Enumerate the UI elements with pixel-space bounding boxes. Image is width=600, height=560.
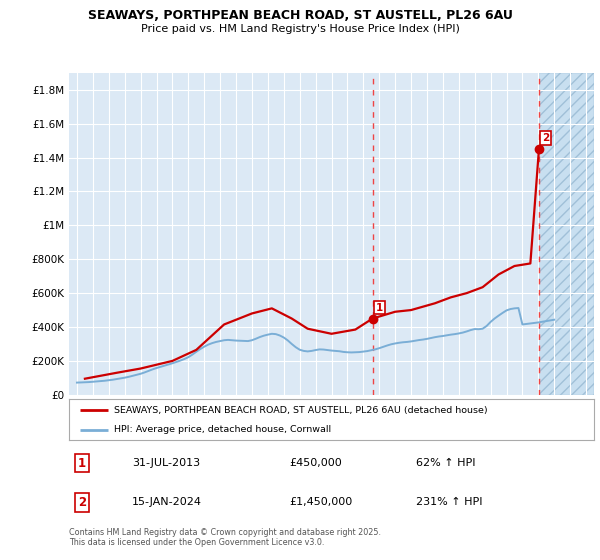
Text: £1,450,000: £1,450,000 (290, 497, 353, 507)
Text: £450,000: £450,000 (290, 458, 342, 468)
Text: SEAWAYS, PORTHPEAN BEACH ROAD, ST AUSTELL, PL26 6AU: SEAWAYS, PORTHPEAN BEACH ROAD, ST AUSTEL… (88, 9, 512, 22)
Text: 31-JUL-2013: 31-JUL-2013 (132, 458, 200, 468)
Text: 2: 2 (78, 496, 86, 509)
Text: SEAWAYS, PORTHPEAN BEACH ROAD, ST AUSTELL, PL26 6AU (detached house): SEAWAYS, PORTHPEAN BEACH ROAD, ST AUSTEL… (113, 405, 487, 414)
Text: 1: 1 (376, 302, 383, 312)
Text: 231% ↑ HPI: 231% ↑ HPI (415, 497, 482, 507)
Text: Contains HM Land Registry data © Crown copyright and database right 2025.
This d: Contains HM Land Registry data © Crown c… (69, 528, 381, 547)
Text: HPI: Average price, detached house, Cornwall: HPI: Average price, detached house, Corn… (113, 425, 331, 434)
Text: 15-JAN-2024: 15-JAN-2024 (132, 497, 202, 507)
Bar (539, 73, 594, 395)
Text: 2: 2 (542, 133, 550, 143)
Text: 1: 1 (78, 457, 86, 470)
Text: 62% ↑ HPI: 62% ↑ HPI (415, 458, 475, 468)
Text: Price paid vs. HM Land Registry's House Price Index (HPI): Price paid vs. HM Land Registry's House … (140, 24, 460, 34)
